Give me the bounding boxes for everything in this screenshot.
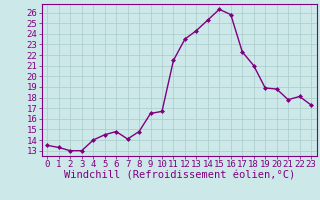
X-axis label: Windchill (Refroidissement éolien,°C): Windchill (Refroidissement éolien,°C) xyxy=(64,171,295,181)
